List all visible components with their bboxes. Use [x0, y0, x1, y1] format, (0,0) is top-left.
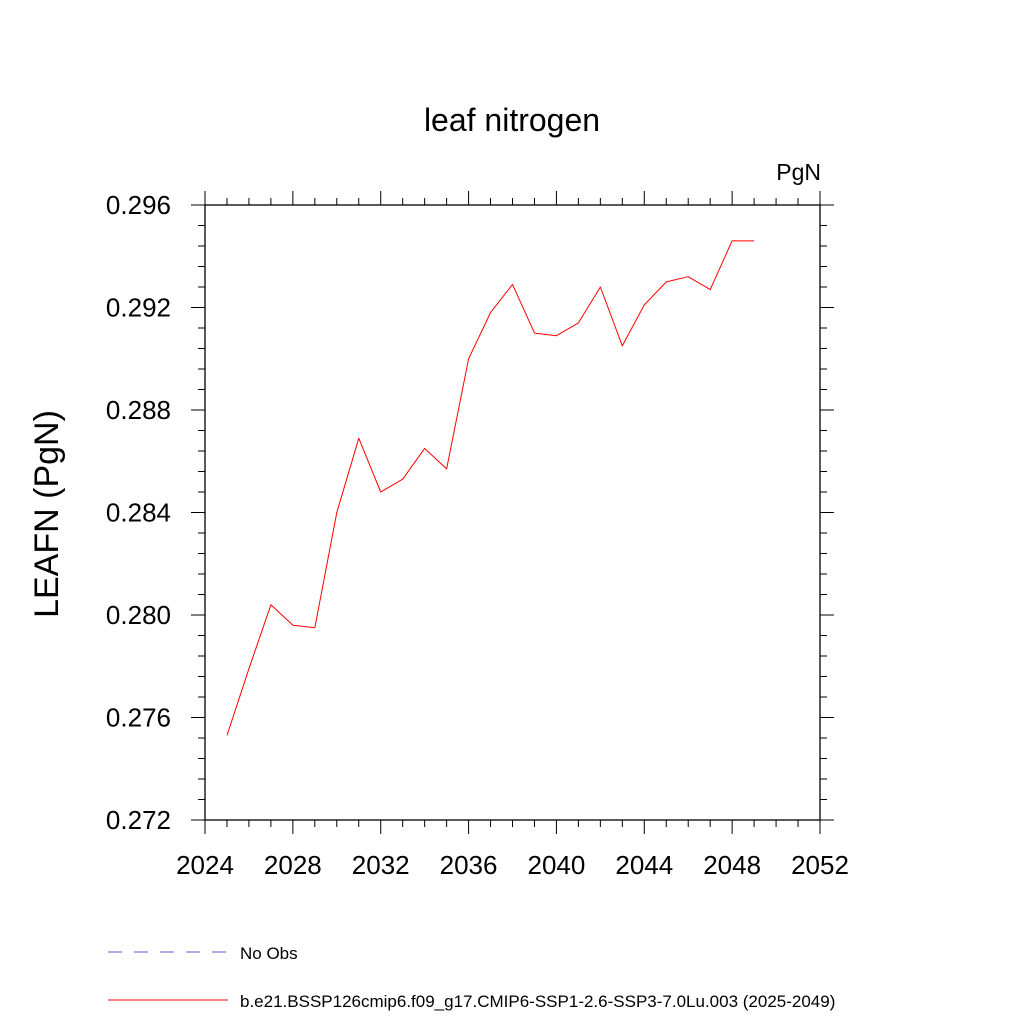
y-tick-label: 0.288 — [106, 395, 171, 425]
legend-label: b.e21.BSSP126cmip6.f09_g17.CMIP6-SSP1-2.… — [240, 992, 835, 1011]
y-tick-label: 0.276 — [106, 703, 171, 733]
x-tick-label: 2048 — [703, 850, 761, 880]
y-axis-tick-labels: 0.272 0.276 0.280 0.284 0.288 0.292 0.296 — [106, 190, 171, 835]
y-tick-label: 0.272 — [106, 805, 171, 835]
series-layer — [226, 240, 755, 736]
chart-title: leaf nitrogen — [424, 102, 600, 138]
y-tick-label: 0.280 — [106, 600, 171, 630]
x-tick-label: 2028 — [264, 850, 322, 880]
y-axis-label: LEAFN (PgN) — [28, 410, 66, 618]
x-tick-label: 2052 — [791, 850, 849, 880]
y-tick-label: 0.292 — [106, 293, 171, 323]
y-tick-label: 0.296 — [106, 190, 171, 220]
x-tick-label: 2044 — [615, 850, 673, 880]
x-tick-label: 2040 — [528, 850, 586, 880]
x-tick-label: 2032 — [352, 850, 410, 880]
x-axis-tick-labels: 2024 2028 2032 2036 2040 2044 2048 2052 — [176, 850, 849, 880]
x-tick-label: 2024 — [176, 850, 234, 880]
y-axis-ticks — [191, 204, 834, 821]
legend: No Obs b.e21.BSSP126cmip6.f09_g17.CMIP6-S… — [108, 944, 835, 1011]
plot-frame — [204, 204, 821, 821]
series-line — [226, 240, 755, 736]
x-tick-label: 2036 — [440, 850, 498, 880]
legend-label: No Obs — [240, 944, 298, 963]
units-label: PgN — [776, 159, 821, 185]
y-tick-label: 0.284 — [106, 498, 171, 528]
x-axis-ticks — [204, 191, 821, 834]
